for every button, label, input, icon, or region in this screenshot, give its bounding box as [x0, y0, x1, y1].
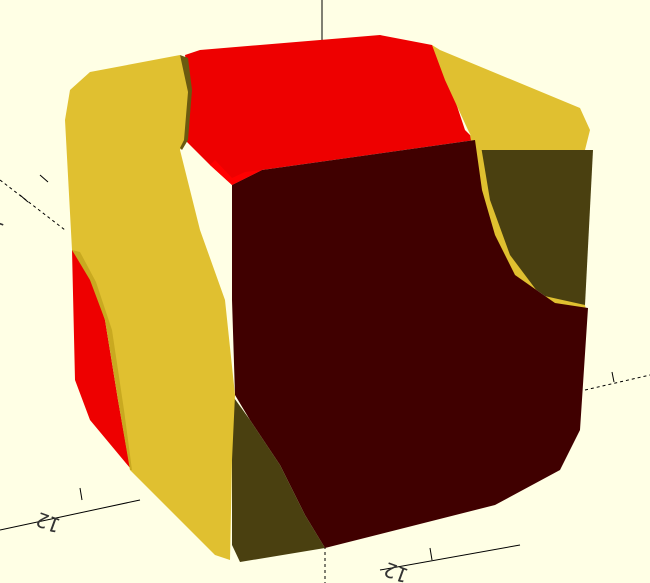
- axis-tick-label-left: 18: [0, 212, 8, 243]
- cube-front-red-highlight: [210, 160, 262, 185]
- cube-front-face: [232, 140, 588, 548]
- cube-top-right-yellow-piece: [432, 45, 590, 150]
- bottom-left-axis-line: [0, 499, 141, 531]
- tick-mark: [611, 371, 615, 383]
- tick-mark: [19, 194, 29, 203]
- cube-top-face: [185, 35, 475, 185]
- right-axis-line: [584, 374, 650, 391]
- tick-mark: [79, 487, 83, 501]
- tick-mark: [39, 174, 49, 183]
- tick-mark: [429, 547, 433, 561]
- axis-tick-label-bottom-left: 12: [33, 507, 64, 538]
- cube-left-yellow-band: [65, 55, 235, 560]
- cube-model[interactable]: [65, 35, 593, 562]
- axis-tick-label-bottom-center: 12: [381, 557, 412, 583]
- cube-left-red-piece: [72, 250, 130, 468]
- cube-right-edge-highlight: [470, 135, 586, 310]
- bottom-center-axis-line: [379, 544, 521, 571]
- cube-right-olive-face: [478, 150, 593, 305]
- cube-bottom-olive-face: [232, 395, 325, 562]
- cube-band-ridge: [180, 55, 192, 150]
- left-axis-line: [0, 179, 66, 231]
